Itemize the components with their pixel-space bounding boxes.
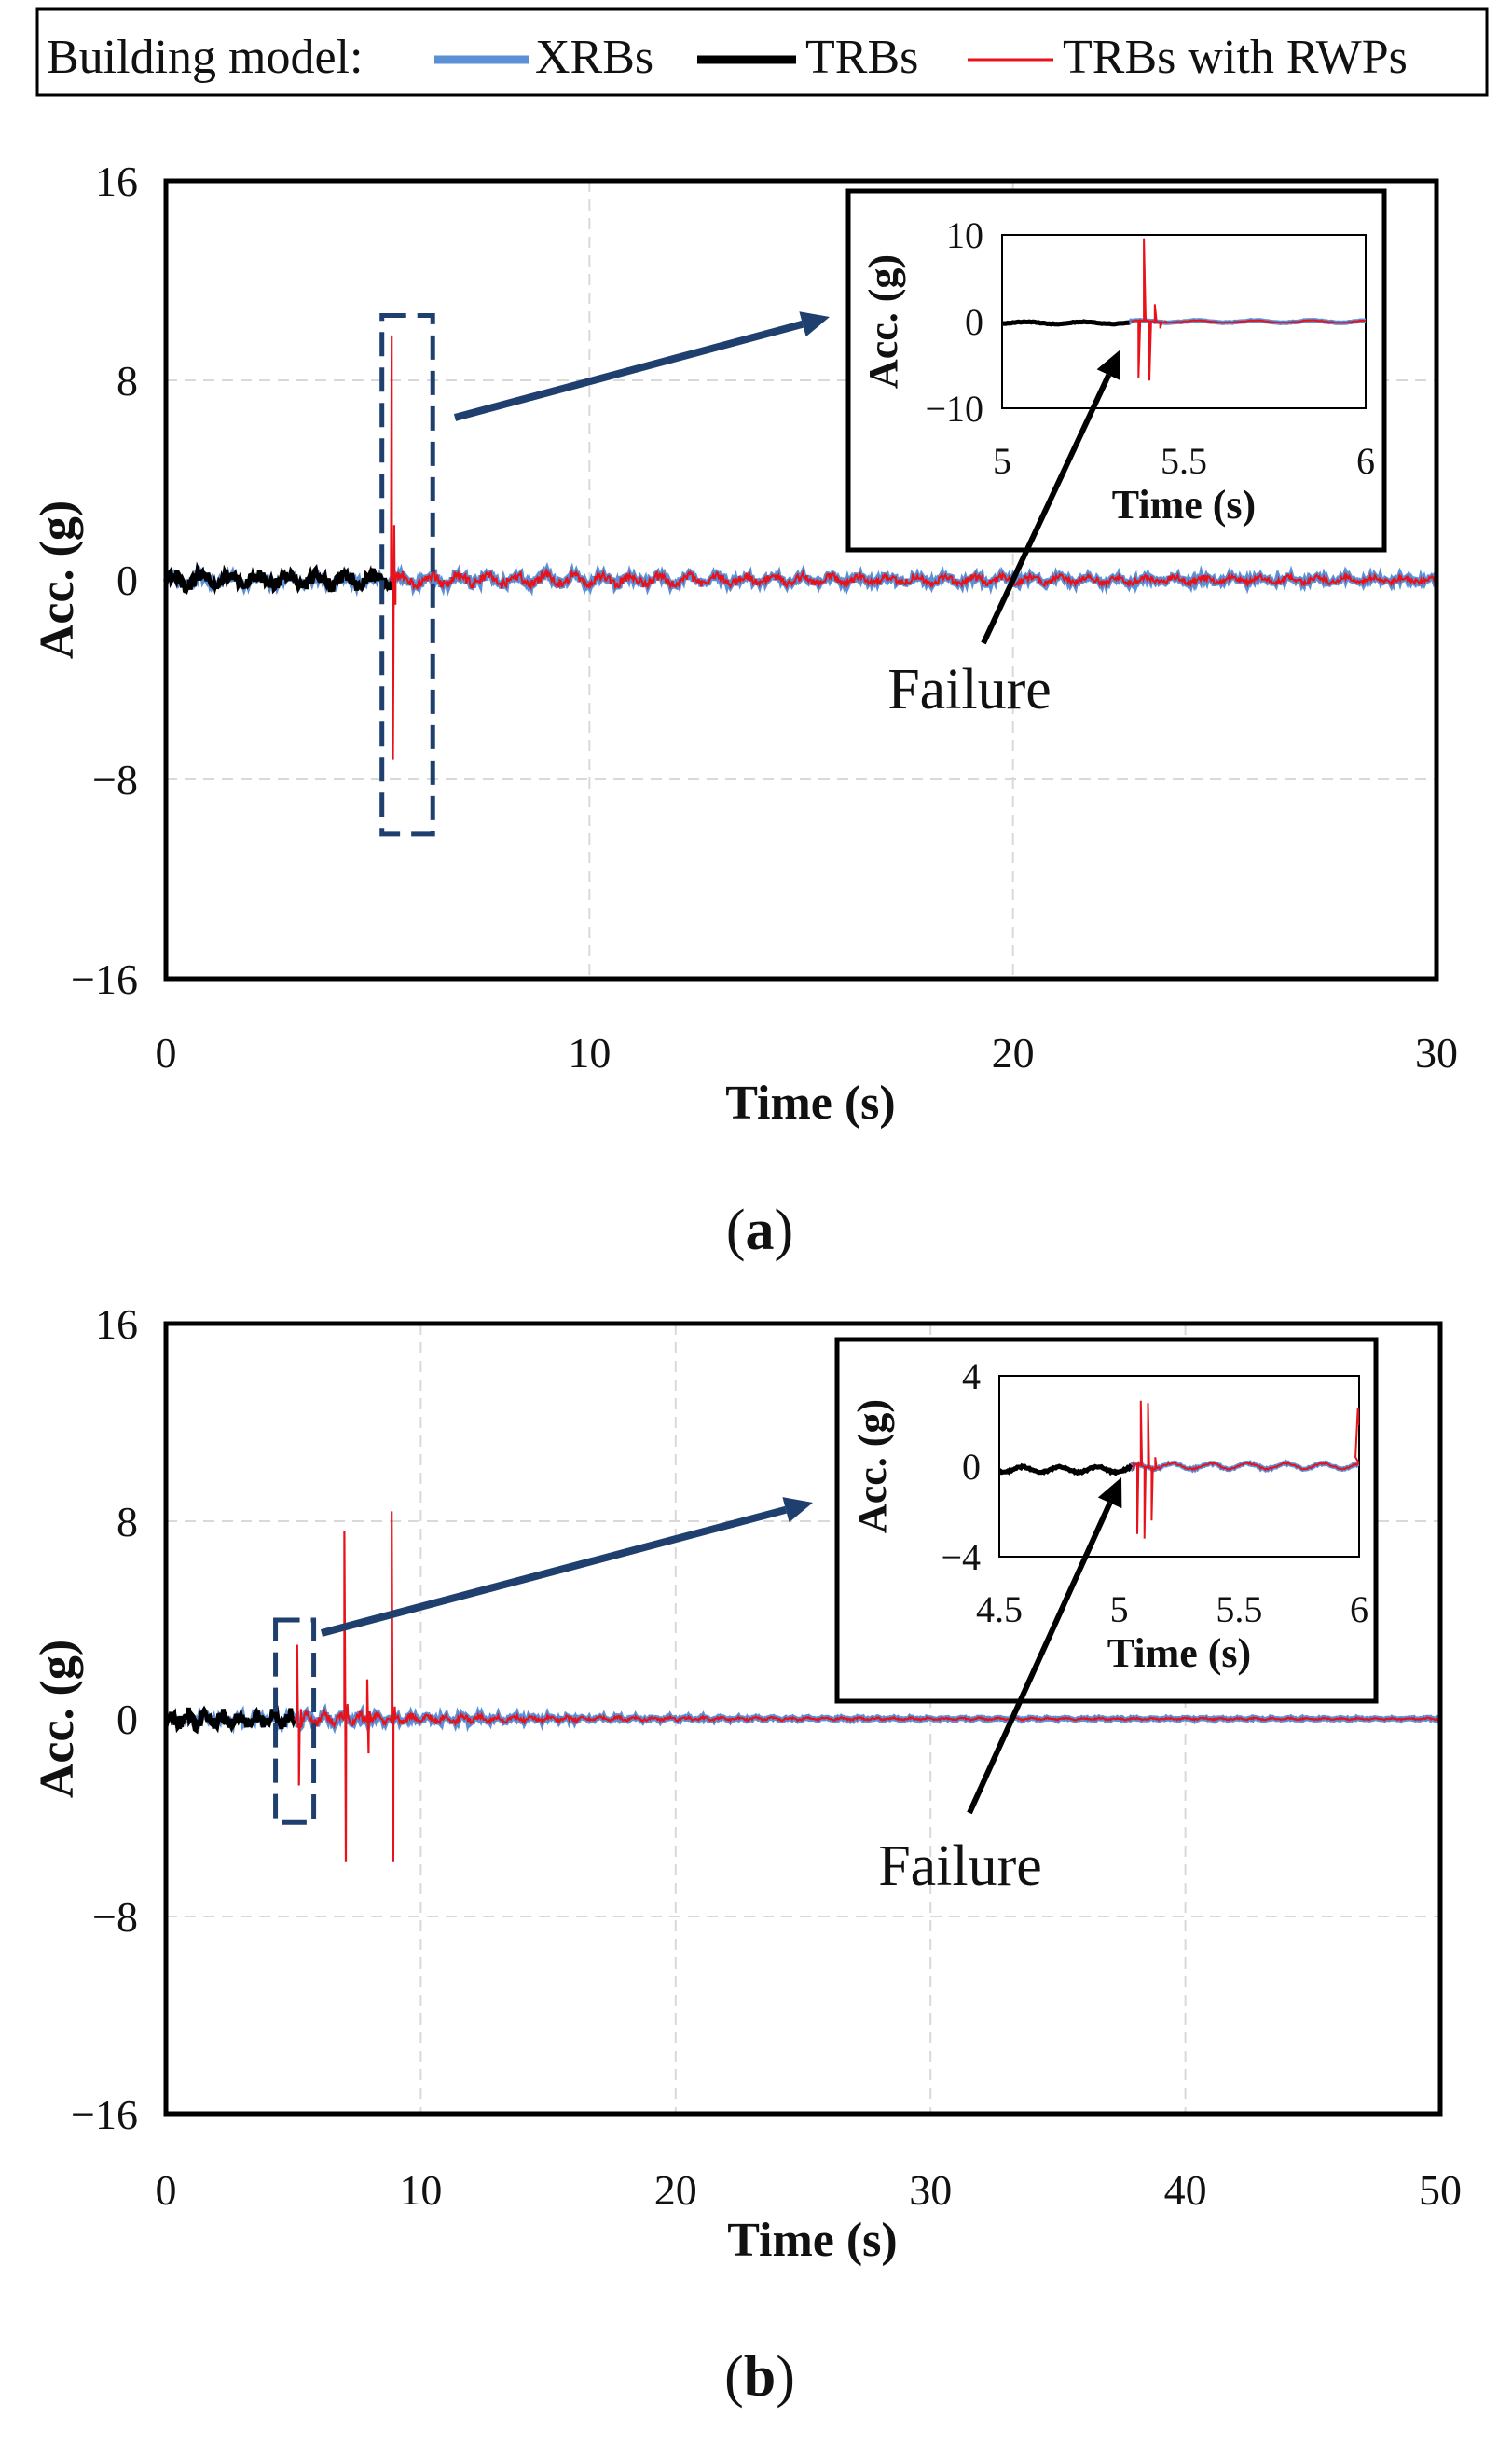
inset-y-tick-label: −4	[941, 1536, 981, 1578]
failure-arrow-shaft	[981, 373, 1112, 645]
x-tick-label: 10	[399, 2166, 442, 2214]
x-tick-label: 30	[1415, 1029, 1458, 1077]
inset-chart: 4 0 −4 4.5 5 5.5 6 Time (s) Acc. (g)	[834, 1337, 1379, 1704]
legend-frame	[35, 7, 1489, 97]
y-tick-label: 16	[95, 158, 138, 205]
x-tick-label: 20	[992, 1029, 1035, 1077]
arrows	[453, 311, 1120, 645]
x-axis-label: Time (s)	[725, 1077, 895, 1130]
legend-title: Building model:	[47, 31, 363, 84]
y-tick-label: 0	[117, 1696, 138, 1743]
legend: Building model: XRBs TRBs TRBs with RWPs	[35, 7, 1489, 97]
y-tick-label: 0	[117, 556, 138, 604]
series-trbs	[163, 1705, 297, 1735]
y-tick-label: −8	[92, 1893, 138, 1941]
series-trbs	[163, 561, 394, 596]
inset-plot-frame	[998, 1375, 1360, 1558]
inset-series	[1002, 238, 1366, 381]
y-axis-label: Acc. (g)	[31, 1640, 84, 1798]
inset-y-tick-label: 10	[946, 214, 983, 256]
inset-series-trbs-rwps	[1131, 238, 1366, 381]
series-trbs-rwps	[390, 335, 1437, 760]
failure-arrow-head	[1097, 1477, 1122, 1509]
zoom-arrow-head	[782, 1497, 813, 1523]
highlight-box	[273, 1617, 317, 1825]
y-tick-labels: 16 8 0 −8 −16	[71, 1300, 138, 2138]
failure-annotation: Failure	[878, 1834, 1042, 1898]
plot-frame	[163, 1321, 1443, 2117]
inset-series-trbs-rwps	[1132, 1400, 1359, 1539]
inset-x-tick-label: 5.5	[1216, 1588, 1262, 1630]
failure-annotation: Failure	[887, 658, 1052, 721]
x-tick-labels: 0 10 20 30	[156, 1029, 1459, 1077]
x-tick-label: 10	[568, 1029, 611, 1077]
x-tick-label: 30	[909, 2166, 952, 2214]
data-series	[163, 1511, 1441, 1862]
data-series	[163, 335, 1438, 760]
inset-x-tick-label: 5.5	[1161, 440, 1207, 482]
zoom-arrow-shaft	[320, 1505, 788, 1637]
y-tick-label: −8	[92, 756, 138, 803]
arrows	[320, 1477, 1122, 1815]
chart-panel-a: 16 8 0 −8 −16 0 10 20 30 Time (s) Acc. (g) 10 0 −…	[31, 158, 1458, 1262]
series-trbs-rwps	[293, 1511, 1441, 1862]
inset-series	[999, 1400, 1359, 1539]
failure-arrow-shaft	[967, 1502, 1113, 1815]
inset-y-tick-label: 0	[965, 301, 983, 343]
inset-y-tick-label: 4	[962, 1355, 981, 1397]
failure-arrow-head	[1096, 350, 1120, 381]
y-tick-label: 8	[117, 1498, 138, 1545]
x-axis-label: Time (s)	[727, 2214, 897, 2267]
inset-y-tick-label: 0	[962, 1446, 981, 1488]
x-tick-label: 0	[156, 2166, 177, 2214]
inset-x-tick-label: 6	[1356, 440, 1375, 482]
y-tick-labels: 16 8 0 −8 −16	[71, 158, 138, 1003]
inset-x-tick-label: 6	[1350, 1588, 1368, 1630]
panel-label-a: (a)	[726, 1199, 793, 1262]
inset-frame	[834, 1337, 1379, 1704]
y-axis-label: Acc. (g)	[31, 501, 84, 659]
inset-x-tick-label: 5	[1110, 1588, 1129, 1630]
panel-label-b: (b)	[724, 2345, 795, 2409]
x-tick-label: 50	[1419, 2166, 1462, 2214]
legend-label-trbs: TRBs	[805, 31, 918, 84]
x-tick-labels: 0 10 20 30 40 50	[156, 2166, 1463, 2214]
inset-series-trbs	[999, 1462, 1134, 1476]
x-tick-label: 40	[1164, 2166, 1207, 2214]
x-tick-label: 20	[654, 2166, 697, 2214]
legend-label-trbs-rwps: TRBs with RWPs	[1063, 31, 1408, 84]
y-tick-label: −16	[71, 955, 138, 1003]
x-tick-label: 0	[156, 1029, 177, 1077]
inset-x-tick-label: 5	[993, 440, 1011, 482]
legend-label-xrbs: XRBs	[535, 31, 653, 84]
inset-y-tick-label: −10	[925, 388, 983, 430]
inset-x-tick-label: 4.5	[976, 1588, 1023, 1630]
inset-y-axis-label: Acc. (g)	[860, 254, 906, 389]
inset-series-trbs	[1002, 319, 1130, 327]
zoom-arrow-head	[799, 311, 830, 337]
inset-y-axis-label: Acc. (g)	[849, 1399, 895, 1533]
inset-x-axis-label: Time (s)	[1107, 1630, 1251, 1676]
inset-x-axis-label: Time (s)	[1112, 482, 1256, 528]
plot-frame	[163, 178, 1439, 982]
y-tick-label: 16	[95, 1300, 138, 1348]
y-tick-label: −16	[71, 2091, 138, 2138]
y-tick-label: 8	[117, 357, 138, 405]
zoom-arrow-shaft	[453, 320, 804, 421]
